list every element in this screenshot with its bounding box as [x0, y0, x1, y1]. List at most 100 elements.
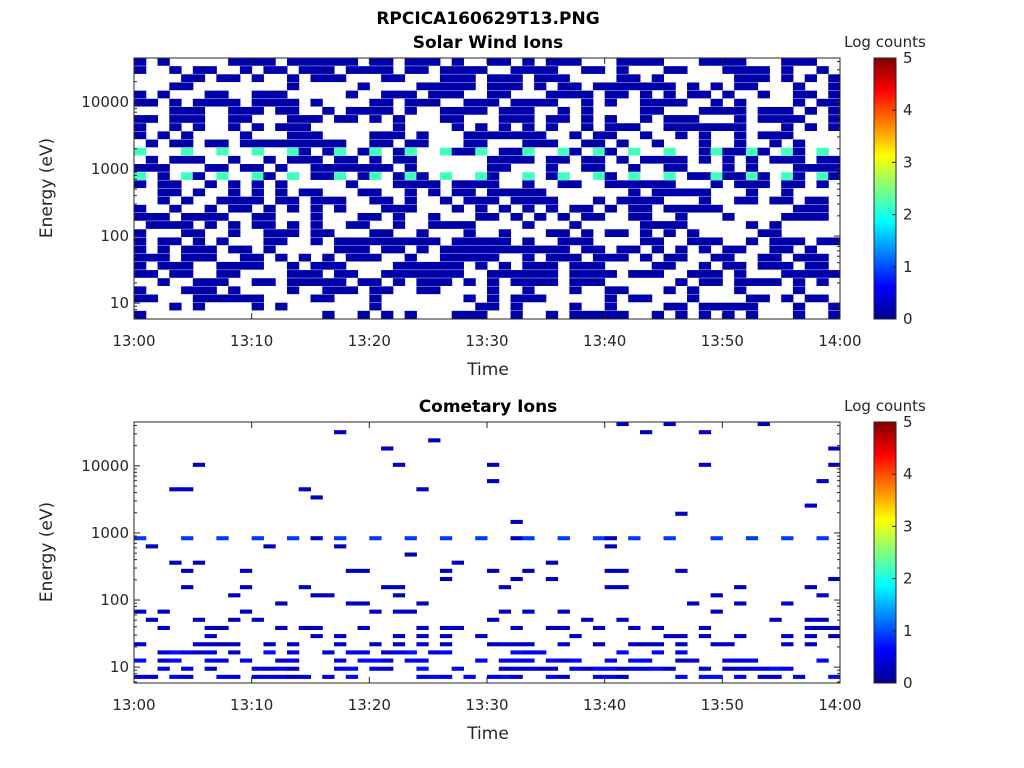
heatmap-cell [698, 462, 712, 467]
heatmap-cell [616, 245, 629, 254]
heatmap-cell [228, 58, 241, 66]
heatmap-cell [416, 278, 429, 286]
heatmap-cell [487, 617, 500, 622]
heatmap-cell [286, 139, 300, 148]
heatmap-cell [781, 115, 794, 123]
heatmap-cell [522, 642, 535, 647]
heatmap-cell [169, 115, 182, 123]
heatmap-cell [557, 642, 570, 647]
heatmap-cell [357, 106, 370, 115]
heatmap-cell [592, 155, 606, 164]
heatmap-cell [404, 204, 417, 213]
heatmap-cell [639, 82, 653, 91]
heatmap-cell [298, 585, 311, 590]
heatmap-cell [757, 229, 770, 238]
heatmap-cell [734, 278, 747, 286]
heatmap-cell [298, 131, 311, 140]
heatmap-cell [604, 310, 617, 319]
heatmap-cell [828, 462, 841, 467]
heatmap-cell [734, 261, 747, 270]
heatmap-cell [675, 302, 688, 311]
heatmap-cell [722, 66, 735, 74]
heatmap-cell [463, 245, 476, 254]
heatmap-cell [487, 74, 500, 83]
heatmap-cell [134, 115, 147, 123]
heatmap-cell [192, 155, 206, 164]
heatmap-cell [134, 131, 147, 140]
x-tick-label: 13:20 [348, 696, 391, 714]
heatmap-cell [792, 674, 806, 679]
heatmap-cell [239, 66, 253, 74]
heatmap-cell [522, 115, 535, 123]
colorbar-tick-label: 3 [903, 517, 913, 535]
heatmap-cell [522, 58, 535, 66]
heatmap-cell [698, 237, 712, 246]
x-tick-label: 13:00 [112, 332, 155, 350]
heatmap-cell [322, 286, 335, 295]
heatmap-cell [439, 568, 453, 573]
heatmap-cell [216, 98, 229, 107]
heatmap-cell [275, 123, 288, 131]
heatmap-cell [475, 139, 488, 148]
heatmap-cell [392, 609, 406, 614]
heatmap-cell [451, 188, 464, 197]
heatmap-cell [792, 172, 806, 180]
heatmap-cell [451, 204, 464, 213]
heatmap-cell [357, 82, 370, 91]
heatmap-cell [663, 188, 676, 197]
heatmap-cell [404, 172, 417, 180]
heatmap-cell [734, 66, 747, 74]
heatmap-cell [675, 212, 688, 221]
heatmap-cell [534, 650, 547, 655]
heatmap-cell [334, 245, 347, 254]
heatmap-cell [487, 270, 500, 278]
heatmap-cell [310, 634, 323, 639]
heatmap-cell [604, 115, 617, 123]
heatmap-cell [157, 237, 170, 246]
heatmap-cell [439, 270, 453, 278]
heatmap-cell [616, 229, 629, 238]
heatmap-cell [275, 164, 288, 172]
heatmap-cell [216, 196, 229, 205]
heatmap-cell [475, 66, 488, 74]
heatmap-cell [734, 196, 747, 205]
x-tick-label: 14:00 [818, 696, 861, 714]
heatmap-cell [557, 253, 570, 262]
heatmap-cell [463, 106, 476, 115]
heatmap-cell [663, 261, 676, 270]
heatmap-cell [710, 237, 723, 246]
heatmap-cell [487, 90, 500, 99]
heatmap-cell [545, 139, 559, 148]
heatmap-cell [557, 147, 570, 156]
heatmap-cell [357, 164, 370, 172]
heatmap-cell [381, 204, 394, 213]
heatmap-cell [604, 204, 617, 213]
heatmap-cell [816, 261, 829, 270]
x-tick-label: 13:40 [583, 696, 626, 714]
heatmap-cell [169, 302, 182, 311]
heatmap-cell [557, 212, 570, 221]
heatmap-cell [781, 642, 794, 647]
heatmap-cell [545, 625, 559, 630]
heatmap-cell [334, 139, 347, 148]
heatmap-cell [286, 58, 300, 66]
heatmap-cell [569, 147, 582, 156]
heatmap-cell [487, 58, 500, 66]
heatmap-cell [416, 487, 429, 492]
heatmap-cell [828, 237, 841, 246]
y-tick-label: 100 [100, 227, 129, 245]
heatmap-cell [369, 172, 382, 180]
heatmap-cell [334, 666, 347, 671]
heatmap-cell [369, 212, 382, 221]
heatmap-cell [663, 204, 676, 213]
heatmap-cell [522, 98, 535, 107]
heatmap-cell [416, 139, 429, 148]
heatmap-cell [451, 221, 464, 229]
heatmap-cell [345, 180, 359, 189]
heatmap-cell [169, 560, 182, 565]
heatmap-cell [298, 58, 311, 66]
heatmap-cell [698, 634, 712, 639]
heatmap-cell [157, 658, 170, 663]
heatmap-cell [687, 270, 700, 278]
heatmap-cell [181, 74, 194, 83]
